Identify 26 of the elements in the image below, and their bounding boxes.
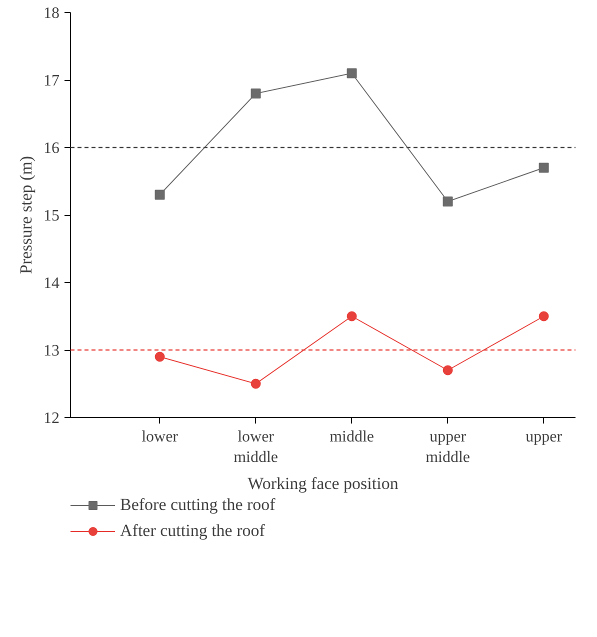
- y-tick-label: 15: [44, 208, 60, 224]
- legend-label: After cutting the roof: [120, 521, 265, 541]
- x-axis-title: Working face position: [248, 474, 399, 493]
- x-tick-label: upper: [526, 428, 563, 446]
- x-tick-label: lower: [142, 428, 179, 446]
- point: [538, 311, 549, 322]
- y-tick-label: 13: [44, 342, 60, 360]
- point: [154, 190, 165, 200]
- point: [442, 365, 453, 376]
- x-tick-label: lower middle: [234, 428, 278, 466]
- point: [346, 311, 357, 322]
- x-tick-label: middle: [330, 428, 374, 446]
- legend-label: Before cutting the roof: [120, 495, 276, 515]
- point: [250, 88, 261, 98]
- point: [442, 196, 453, 206]
- point: [538, 162, 549, 173]
- point: [346, 68, 357, 78]
- y-tick-label: 17: [44, 72, 60, 90]
- point: [250, 378, 261, 389]
- point: [154, 352, 165, 362]
- x-tick-label: upper middle: [426, 428, 470, 466]
- y-tick-label: 14: [44, 275, 60, 292]
- y-axis-title: Pressure step (m): [16, 156, 36, 274]
- y-tick-label: 12: [44, 410, 60, 427]
- y-tick-label: 18: [44, 5, 60, 22]
- y-tick-label: 16: [44, 140, 60, 157]
